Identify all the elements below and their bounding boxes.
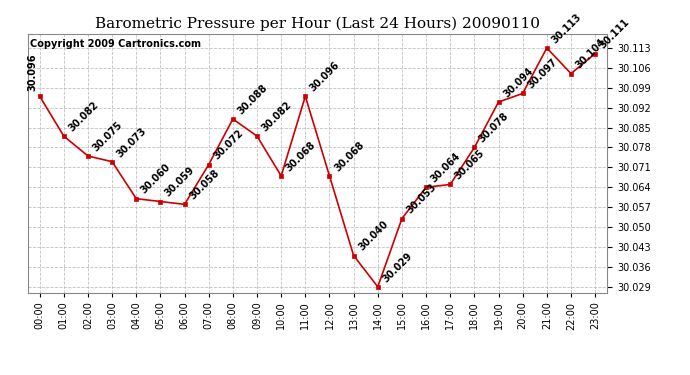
Text: 30.096: 30.096 [27,53,37,91]
Text: 30.094: 30.094 [502,66,535,99]
Text: 30.073: 30.073 [115,125,148,159]
Text: 30.029: 30.029 [381,251,414,284]
Text: 30.053: 30.053 [405,182,438,216]
Text: 30.082: 30.082 [260,100,293,134]
Text: 30.059: 30.059 [164,165,197,199]
Text: 30.060: 30.060 [139,162,172,196]
Text: 30.075: 30.075 [91,120,124,153]
Text: 30.113: 30.113 [550,12,583,45]
Text: 30.068: 30.068 [284,140,317,173]
Title: Barometric Pressure per Hour (Last 24 Hours) 20090110: Barometric Pressure per Hour (Last 24 Ho… [95,17,540,31]
Text: 30.072: 30.072 [212,128,245,162]
Text: 30.064: 30.064 [429,151,462,184]
Text: 30.078: 30.078 [477,111,511,145]
Text: 30.104: 30.104 [574,37,607,71]
Text: 30.082: 30.082 [67,100,100,134]
Text: Copyright 2009 Cartronics.com: Copyright 2009 Cartronics.com [30,39,201,49]
Text: 30.065: 30.065 [453,148,486,182]
Text: 30.068: 30.068 [333,140,366,173]
Text: 30.040: 30.040 [357,219,390,253]
Text: 30.111: 30.111 [598,17,631,51]
Text: 30.097: 30.097 [526,57,559,91]
Text: 30.088: 30.088 [236,82,269,116]
Text: 30.096: 30.096 [308,60,342,93]
Text: 30.058: 30.058 [188,168,221,202]
